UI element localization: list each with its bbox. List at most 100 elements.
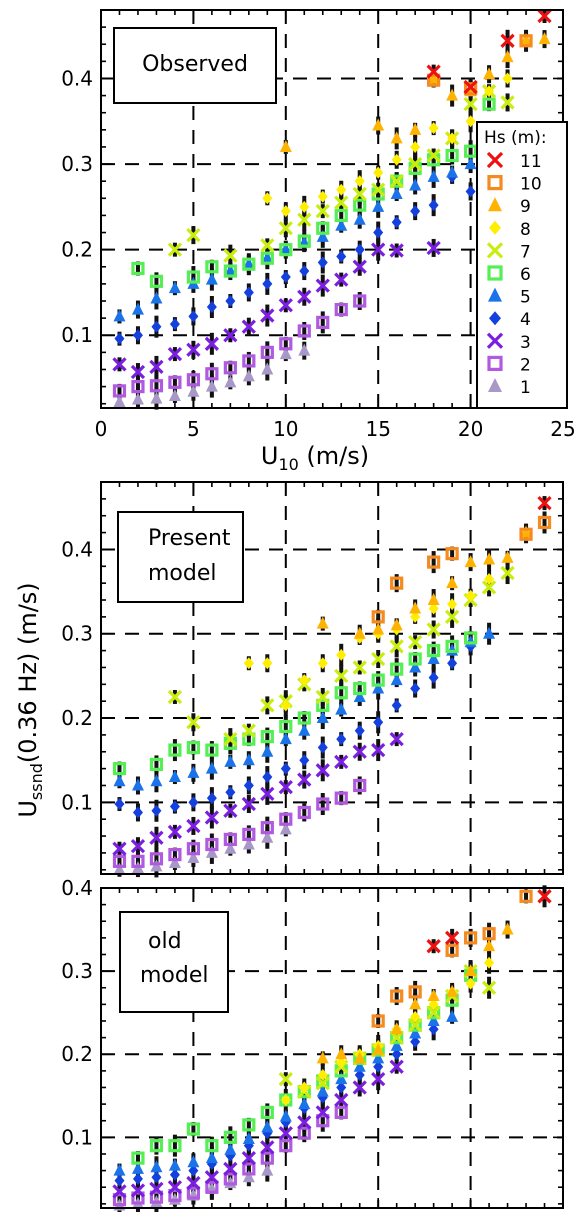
data-point-hs-1 xyxy=(224,375,237,388)
data-point-hs-3 xyxy=(315,763,330,778)
data-point-hs-8 xyxy=(280,699,291,712)
data-point-hs-1 xyxy=(187,850,200,863)
data-point-hs-3 xyxy=(167,346,183,362)
data-point-hs-2 xyxy=(260,345,274,359)
panel-label-box xyxy=(117,511,244,603)
legend-marker-hs-5 xyxy=(488,287,502,302)
data-point-hs-2 xyxy=(112,1193,127,1207)
data-point-hs-7 xyxy=(389,174,404,189)
legend-label: 7 xyxy=(520,242,531,262)
data-point-hs-6 xyxy=(316,698,330,712)
data-point-hs-5 xyxy=(316,1084,329,1097)
plot-frame xyxy=(100,481,564,875)
data-point-hs-9 xyxy=(427,71,440,84)
data-point-hs-6 xyxy=(223,264,237,278)
data-point-hs-8 xyxy=(354,175,365,188)
data-point-hs-2 xyxy=(112,854,127,868)
data-point-hs-2 xyxy=(149,1190,164,1204)
y-tick-labels: 0.1 0.2 0.3 0.4 xyxy=(61,66,93,347)
legend-label: 5 xyxy=(520,288,531,308)
data-point-hs-4 xyxy=(336,1081,347,1094)
data-point-hs-5 xyxy=(224,754,237,767)
data-point-hs-5 xyxy=(205,1151,218,1164)
data-markers xyxy=(112,495,552,878)
data-point-hs-8 xyxy=(336,1056,347,1069)
data-point-hs-8 xyxy=(465,115,476,128)
data-point-hs-4 xyxy=(354,243,365,256)
data-point-hs-1 xyxy=(224,841,237,854)
data-point-hs-5 xyxy=(316,229,329,242)
legend-marker-hs-8 xyxy=(489,220,501,235)
y-tick-labels: 0.1 0.2 0.3 0.4 xyxy=(61,537,93,814)
data-point-hs-3 xyxy=(167,1180,183,1195)
data-point-hs-8 xyxy=(317,657,328,670)
legend-marker-hs-7 xyxy=(486,242,504,259)
data-point-hs-9 xyxy=(335,1047,348,1060)
data-point-hs-6 xyxy=(131,261,145,276)
data-point-hs-1 xyxy=(205,379,218,392)
legend-label: 1 xyxy=(520,378,531,398)
data-point-hs-5 xyxy=(409,178,422,191)
legend-marker-hs-4 xyxy=(489,311,501,326)
data-point-hs-3 xyxy=(223,1161,238,1177)
data-point-hs-2 xyxy=(205,837,219,852)
data-point-hs-9 xyxy=(390,1022,403,1035)
data-point-hs-4 xyxy=(188,310,199,323)
data-point-hs-5 xyxy=(390,187,403,200)
data-point-hs-5 xyxy=(150,774,163,787)
data-point-hs-5 xyxy=(168,1158,181,1171)
data-point-hs-11 xyxy=(537,8,552,24)
data-point-hs-8 xyxy=(484,956,495,969)
data-point-hs-8 xyxy=(465,977,476,990)
data-point-hs-9 xyxy=(372,622,385,635)
data-point-hs-6 xyxy=(445,148,459,163)
legend-label: 9 xyxy=(520,197,531,217)
data-point-hs-11 xyxy=(426,64,441,79)
data-point-hs-6 xyxy=(390,662,404,676)
data-point-hs-1 xyxy=(168,856,181,869)
data-point-hs-7 xyxy=(500,95,515,110)
data-point-hs-9 xyxy=(483,67,496,80)
data-point-hs-7 xyxy=(426,622,441,637)
data-point-hs-2 xyxy=(168,1188,182,1203)
data-point-hs-3 xyxy=(426,240,441,256)
data-point-hs-2 xyxy=(149,379,164,393)
data-point-hs-7 xyxy=(408,156,423,172)
data-point-hs-6 xyxy=(482,97,496,111)
data-point-hs-7 xyxy=(167,689,183,705)
data-point-hs-10 xyxy=(445,943,459,957)
data-point-hs-1 xyxy=(150,391,163,404)
data-point-hs-4 xyxy=(447,657,458,670)
data-point-hs-3 xyxy=(278,1126,293,1141)
data-point-hs-4 xyxy=(132,329,143,342)
data-point-hs-3 xyxy=(204,1170,220,1185)
data-point-hs-5 xyxy=(298,1097,311,1110)
data-point-hs-3 xyxy=(352,259,367,274)
data-point-hs-10 xyxy=(427,73,441,87)
data-point-hs-3 xyxy=(278,780,293,795)
data-point-hs-6 xyxy=(168,1139,182,1153)
y-axis-label: Ussnd(0.36 Hz) (m/s) xyxy=(14,582,46,817)
data-point-hs-7 xyxy=(408,635,423,650)
data-point-hs-3 xyxy=(112,357,127,372)
data-point-hs-4 xyxy=(151,320,162,333)
y-tick-label: 0.2 xyxy=(61,1042,93,1066)
data-point-hs-5 xyxy=(335,1072,348,1085)
data-point-hs-6 xyxy=(242,257,256,271)
data-point-hs-3 xyxy=(241,796,256,812)
data-point-hs-6 xyxy=(131,1151,145,1165)
data-point-hs-5 xyxy=(427,1013,440,1026)
data-point-hs-2 xyxy=(112,384,127,398)
data-point-hs-4 xyxy=(299,754,310,767)
data-point-hs-5 xyxy=(261,744,274,757)
data-point-hs-5 xyxy=(483,626,496,639)
data-point-hs-2 xyxy=(279,1139,293,1153)
panel-label-line-2: model xyxy=(140,963,209,988)
data-point-hs-2 xyxy=(186,842,200,856)
data-point-hs-6 xyxy=(316,221,330,235)
data-point-hs-4 xyxy=(391,699,402,712)
data-point-hs-6 xyxy=(279,719,293,734)
data-point-hs-2 xyxy=(205,367,219,381)
legend-label: 11 xyxy=(520,152,542,172)
x-axis-label: U10 (m/s) xyxy=(261,442,369,474)
